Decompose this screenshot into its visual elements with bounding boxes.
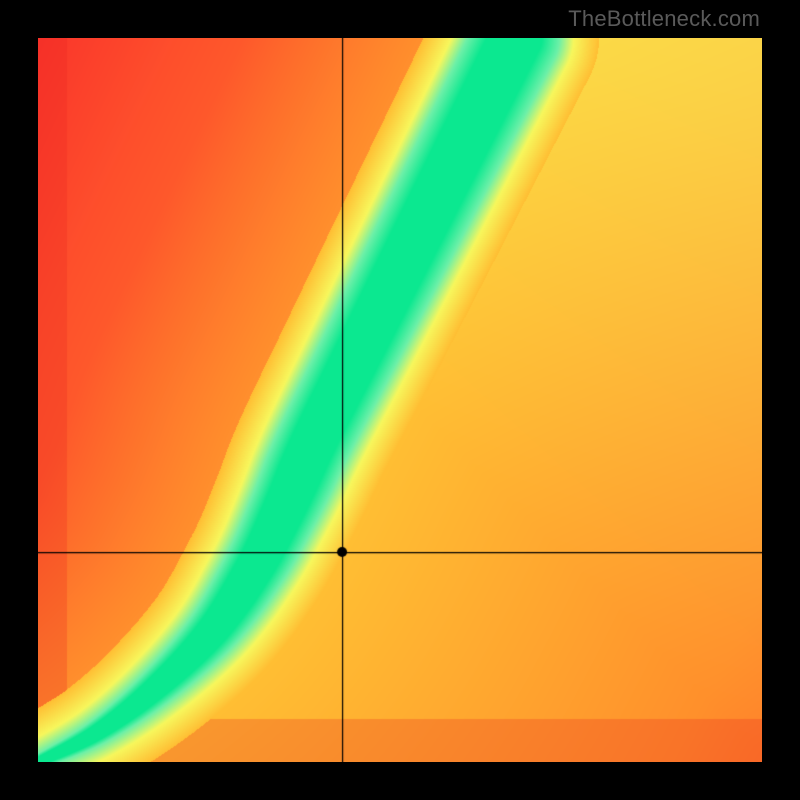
watermark-text: TheBottleneck.com [568,6,760,32]
heatmap-plot [38,38,762,762]
heatmap-canvas [38,38,762,762]
